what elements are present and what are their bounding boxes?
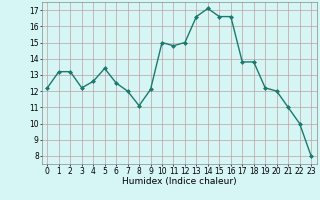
X-axis label: Humidex (Indice chaleur): Humidex (Indice chaleur)	[122, 177, 236, 186]
